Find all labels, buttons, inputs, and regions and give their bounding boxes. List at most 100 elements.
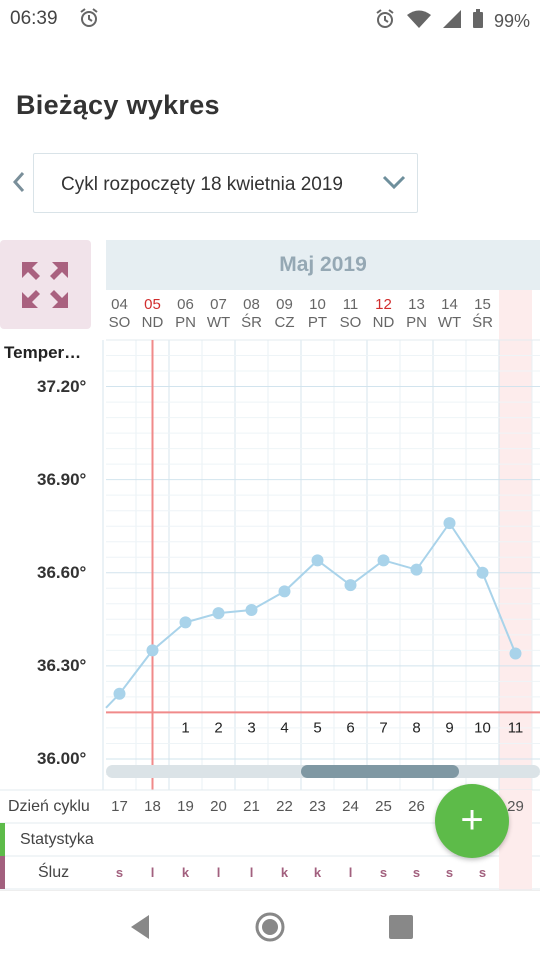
system-nav-bar [0, 890, 540, 961]
cycle-day-cell: 22 [276, 798, 293, 815]
expand-chart-button[interactable] [0, 240, 91, 329]
chart-scroll-thumb[interactable] [301, 765, 459, 778]
wifi-icon [406, 9, 432, 34]
cycle-day-cell: 24 [342, 798, 359, 815]
mucus-cell[interactable] [499, 856, 532, 889]
temperature-series-line [105, 521, 517, 709]
previous-cycle-button[interactable] [12, 170, 26, 201]
coverline-count-label: 9 [445, 719, 453, 736]
mucus-cell[interactable]: l [150, 865, 155, 880]
day-number: 08 [243, 296, 260, 313]
day-weekday: SO [108, 314, 131, 331]
page-title: Bieżący wykres [16, 90, 220, 120]
temperature-point [509, 647, 522, 660]
temperature-point [311, 554, 324, 567]
status-bar: 06:39 99% [0, 0, 540, 38]
day-weekday: PN [406, 314, 427, 331]
mucus-cell[interactable]: l [249, 865, 254, 880]
temperature-point [443, 517, 456, 530]
day-weekday: WT [206, 314, 231, 331]
day-number: 14 [441, 296, 458, 313]
cycle-day-cell: 26 [408, 798, 425, 815]
day-weekday: PN [175, 314, 196, 331]
day-number: 07 [210, 296, 227, 313]
day-weekday: ŚR [241, 314, 262, 331]
day-header: 07 WT [202, 290, 235, 340]
add-entry-button[interactable]: + [435, 784, 509, 858]
cycle-day-cell: 21 [243, 798, 260, 815]
alarm-icon [374, 8, 396, 35]
temperature-point [476, 566, 489, 579]
coverline-count-label: 4 [280, 719, 288, 736]
chevron-down-icon [381, 172, 407, 197]
day-weekday: PT [307, 314, 328, 331]
cycle-dropdown-label: Cykl rozpoczęty 18 kwietnia 2019 [61, 174, 343, 195]
stats-row[interactable]: Statystyka [0, 823, 540, 856]
day-number: 04 [111, 296, 128, 313]
mucus-cell[interactable]: s [445, 865, 454, 880]
coverline-count-label: 6 [346, 719, 354, 736]
y-tick-label: 36.60° [37, 562, 87, 582]
cycle-day-label: Dzień cyklu [8, 798, 90, 815]
status-time: 06:39 [10, 8, 58, 29]
mucus-cell[interactable]: s [412, 865, 421, 880]
temperature-point [212, 607, 225, 620]
cycle-day-cell: 18 [144, 798, 161, 815]
day-weekday: WT [437, 314, 462, 331]
home-nav-icon[interactable] [254, 911, 286, 943]
day-number: 13 [408, 296, 425, 313]
day-number: 09 [276, 296, 293, 313]
day-header: 12 ND [367, 290, 400, 340]
day-header: 15 ŚR [466, 290, 499, 340]
expand-arrows-icon [22, 262, 68, 308]
plus-icon: + [460, 798, 484, 842]
mucus-cell[interactable]: s [379, 865, 388, 880]
day-number: 05 [144, 296, 161, 313]
chevron-left-icon [12, 172, 25, 192]
battery-percent: 99% [493, 11, 530, 31]
y-tick-label: 36.90° [37, 469, 87, 489]
cycle-day-cell: 25 [375, 798, 392, 815]
mucus-cell[interactable]: k [280, 865, 289, 880]
mucus-cell[interactable]: k [181, 865, 190, 880]
mucus-cell[interactable]: s [478, 865, 487, 880]
signal-icon [442, 9, 462, 34]
mucus-cell[interactable]: l [348, 865, 353, 880]
cycle-day-cell: 17 [111, 798, 128, 815]
battery-icon [472, 9, 484, 34]
mucus-cell[interactable]: l [216, 865, 221, 880]
coverline-count-label: 8 [412, 719, 420, 736]
temperature-point [146, 644, 159, 657]
coverline-count-label: 1 [181, 719, 189, 736]
coverline-count-label: 7 [379, 719, 387, 736]
cycle-day-cell: 19 [177, 798, 194, 815]
cycle-dropdown[interactable]: Cykl rozpoczęty 18 kwietnia 2019 [33, 153, 418, 213]
back-nav-icon[interactable] [125, 911, 157, 943]
coverline-count-label: 2 [214, 719, 222, 736]
recents-nav-icon[interactable] [385, 911, 417, 943]
cycle-day-cell: 29 [507, 798, 524, 815]
temperature-point [344, 579, 357, 592]
stats-row-marker [0, 823, 5, 856]
status-icons: 99% [374, 8, 530, 35]
cycle-day-cell: 23 [309, 798, 326, 815]
y-tick-label: 37.20° [37, 376, 87, 396]
mucus-label: Śluz [38, 864, 70, 881]
month-header: Maj 2019 [106, 240, 540, 290]
y-tick-label: 36.00° [37, 748, 87, 768]
day-number: 10 [309, 296, 326, 313]
day-weekday: CZ [274, 314, 295, 331]
day-header: 08 ŚR [235, 290, 268, 340]
temperature-point [377, 554, 390, 567]
coverline-count-label: 10 [474, 719, 491, 736]
day-header: 05 ND [136, 290, 169, 340]
day-weekday: ND [372, 314, 395, 331]
day-header: 11 SO [334, 290, 367, 340]
mucus-cell[interactable]: k [313, 865, 322, 880]
mucus-row[interactable]: Śluz s l k l l k k l s s s s [0, 856, 540, 889]
day-number: 06 [177, 296, 194, 313]
day-header: 09 CZ [268, 290, 301, 340]
mucus-cell[interactable]: s [115, 865, 124, 880]
day-number: 11 [342, 296, 359, 313]
day-number: 12 [375, 296, 392, 313]
